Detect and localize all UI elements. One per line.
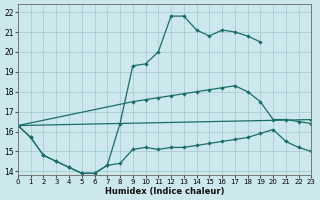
X-axis label: Humidex (Indice chaleur): Humidex (Indice chaleur) <box>105 187 224 196</box>
